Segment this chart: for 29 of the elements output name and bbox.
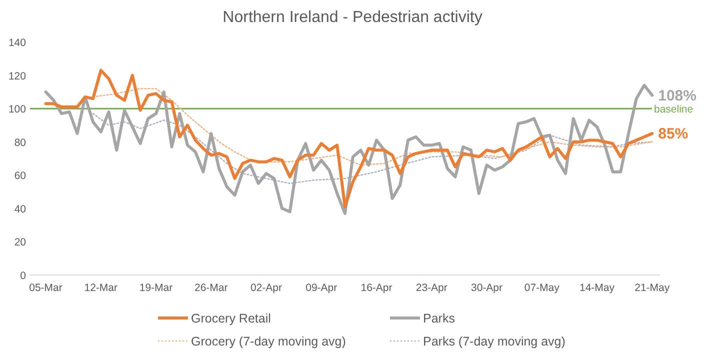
x-tick-label: 19-Mar xyxy=(139,282,174,294)
x-tick-label: 30-Apr xyxy=(470,282,504,294)
y-tick-label: 120 xyxy=(8,70,26,82)
x-tick-label: 12-Mar xyxy=(84,282,118,294)
x-tick-label: 14-May xyxy=(579,282,616,294)
chart-title: Northern Ireland - Pedestrian activity xyxy=(222,9,482,26)
legend-label: Grocery (7-day moving avg) xyxy=(191,334,346,348)
y-tick-label: 20 xyxy=(14,236,26,249)
annotation: 108% xyxy=(658,87,696,104)
y-tick-label: 0 xyxy=(20,270,26,282)
x-tick-label: 16-Apr xyxy=(360,282,393,294)
legend-label: Parks (7-day moving avg) xyxy=(423,334,566,348)
x-tick-label: 21-May xyxy=(634,282,670,294)
y-tick-label: 100 xyxy=(8,104,26,116)
x-tick-label: 05-Mar xyxy=(29,282,63,294)
legend-label: Parks xyxy=(423,312,455,326)
x-tick-label: 02-Apr xyxy=(250,282,283,294)
y-tick-label: 140 xyxy=(8,37,26,49)
y-tick-label: 60 xyxy=(14,170,26,182)
x-tick-label: 09-Apr xyxy=(306,282,338,294)
x-tick-label: 07-May xyxy=(524,282,560,294)
x-tick-label: 26-Mar xyxy=(194,282,228,294)
y-tick-label: 40 xyxy=(14,203,26,216)
ref-line-label: baseline xyxy=(654,104,694,116)
annotation: 85% xyxy=(658,126,688,143)
x-tick-label: 23-Apr xyxy=(416,282,448,294)
line-series xyxy=(92,112,653,184)
legend-label: Grocery Retail xyxy=(191,312,271,326)
y-tick-label: 80 xyxy=(14,136,26,149)
